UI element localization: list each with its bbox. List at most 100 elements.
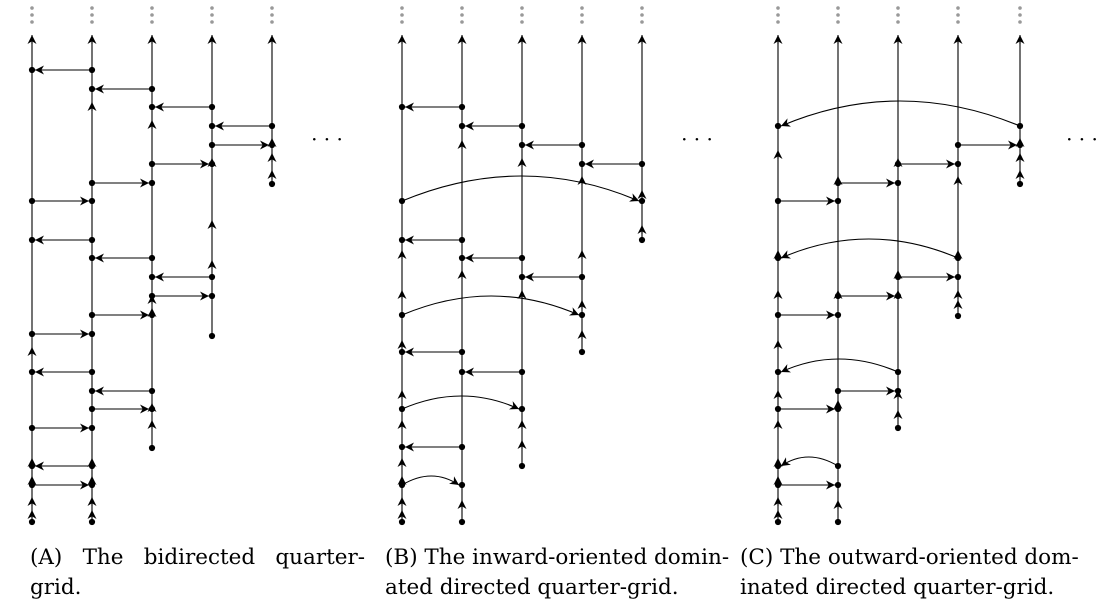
panel-b-inward-grid bbox=[397, 6, 647, 526]
grid-node bbox=[774, 481, 782, 489]
continuation-dot bbox=[956, 13, 960, 17]
grid-node bbox=[834, 481, 842, 489]
curved-edge-arrow bbox=[780, 456, 839, 467]
continuation-dot bbox=[896, 6, 900, 10]
curved-edge-arrow bbox=[780, 238, 959, 259]
grid-node bbox=[398, 405, 406, 413]
grid-node bbox=[894, 160, 902, 168]
caption-b: (B) The inward-oriented domin- ated dire… bbox=[385, 543, 729, 603]
grid-node bbox=[398, 236, 406, 244]
grid-node bbox=[398, 311, 406, 319]
grid-node bbox=[148, 444, 156, 452]
grid-node bbox=[894, 292, 902, 300]
caption-b-label: (B) bbox=[385, 545, 418, 570]
grid-node bbox=[458, 481, 466, 489]
continuation-dot bbox=[956, 6, 960, 10]
grid-node bbox=[458, 443, 466, 451]
continuation-dot bbox=[90, 13, 94, 17]
grid-node bbox=[1016, 180, 1024, 188]
continuation-dot bbox=[90, 6, 94, 10]
continuation-dot bbox=[836, 13, 840, 17]
continuation-dot bbox=[210, 6, 214, 10]
grid-node bbox=[578, 141, 586, 149]
grid-node bbox=[518, 273, 526, 281]
grid-node bbox=[834, 387, 842, 395]
continuation-dot bbox=[776, 13, 780, 17]
grid-node bbox=[518, 405, 526, 413]
grid-node bbox=[578, 160, 586, 168]
continuation-dot bbox=[640, 6, 644, 10]
grid-node bbox=[518, 462, 526, 470]
grid-node bbox=[398, 443, 406, 451]
continuation-dot bbox=[836, 6, 840, 10]
grid-node bbox=[458, 103, 466, 111]
curved-edge-arrow bbox=[401, 475, 460, 486]
grid-node bbox=[88, 254, 96, 262]
grid-node bbox=[28, 197, 36, 205]
curved-edge-arrow bbox=[401, 295, 580, 316]
continuation-dot bbox=[150, 13, 154, 17]
grid-node bbox=[774, 122, 782, 130]
grid-node bbox=[518, 254, 526, 262]
grid-node bbox=[88, 85, 96, 93]
continuation-dot bbox=[896, 13, 900, 17]
grid-node bbox=[28, 66, 36, 74]
grid-node bbox=[88, 462, 96, 470]
continuation-dot bbox=[1018, 6, 1022, 10]
caption-c-text-cont: inated directed quarter-grid. bbox=[740, 575, 1055, 600]
curved-edge-arrow bbox=[780, 358, 899, 373]
caption-c: (C) The outward-oriented dom- inated dir… bbox=[740, 543, 1100, 603]
curved-edge-arrow bbox=[401, 395, 520, 410]
caption-a-text: The bidirected quarter- bbox=[82, 545, 366, 570]
grid-node bbox=[148, 179, 156, 187]
grid-node bbox=[774, 462, 782, 470]
continuation-dot bbox=[270, 20, 274, 24]
grid-node bbox=[88, 197, 96, 205]
grid-node bbox=[774, 197, 782, 205]
grid-node bbox=[88, 405, 96, 413]
grid-node bbox=[458, 236, 466, 244]
grid-node bbox=[148, 405, 156, 413]
grid-node bbox=[28, 236, 36, 244]
grid-node bbox=[518, 141, 526, 149]
grid-node bbox=[834, 462, 842, 470]
continuation-dot bbox=[270, 6, 274, 10]
grid-node bbox=[28, 424, 36, 432]
grid-node bbox=[398, 348, 406, 356]
grid-node bbox=[774, 368, 782, 376]
grid-node bbox=[518, 122, 526, 130]
grid-node bbox=[954, 160, 962, 168]
continuation-dot bbox=[1018, 20, 1022, 24]
grid-node bbox=[458, 254, 466, 262]
continuation-dot bbox=[150, 20, 154, 24]
continuation-dot bbox=[520, 20, 524, 24]
continuation-dot bbox=[956, 20, 960, 24]
grid-node bbox=[398, 518, 406, 526]
grid-node bbox=[88, 66, 96, 74]
grid-node bbox=[88, 311, 96, 319]
grid-node bbox=[894, 368, 902, 376]
grid-node bbox=[88, 330, 96, 338]
ellipsis-b: · · · bbox=[681, 127, 713, 151]
grid-node bbox=[88, 179, 96, 187]
grid-node bbox=[774, 405, 782, 413]
grid-node bbox=[28, 462, 36, 470]
continuation-dot bbox=[1018, 13, 1022, 17]
continuation-dot bbox=[210, 13, 214, 17]
caption-a-label: (A) bbox=[30, 545, 63, 570]
grid-node bbox=[518, 368, 526, 376]
continuation-dot bbox=[836, 20, 840, 24]
grid-node bbox=[578, 348, 586, 356]
grid-node bbox=[458, 348, 466, 356]
grid-node bbox=[28, 481, 36, 489]
grid-node bbox=[834, 197, 842, 205]
grid-node bbox=[148, 273, 156, 281]
ellipsis-a: · · · bbox=[311, 127, 343, 151]
continuation-dot bbox=[640, 13, 644, 17]
grid-node bbox=[1016, 141, 1024, 149]
grid-node bbox=[148, 160, 156, 168]
curved-edge-arrow bbox=[780, 100, 1021, 127]
grid-node bbox=[638, 197, 646, 205]
grid-node bbox=[268, 180, 276, 188]
grid-node bbox=[208, 122, 216, 130]
